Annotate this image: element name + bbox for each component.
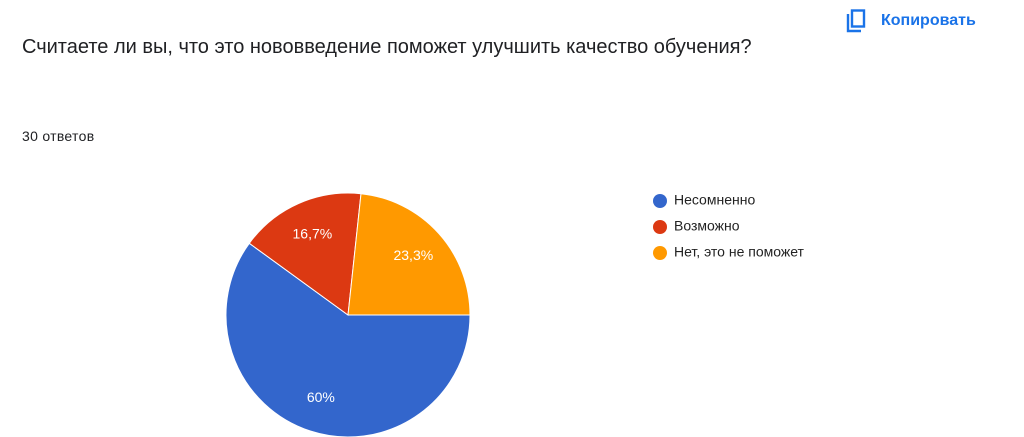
pie-slice [347,193,471,316]
slice-label: 16,7% [293,225,333,241]
legend-swatch [653,220,667,234]
legend-swatch [653,194,667,208]
pie-slice [248,192,362,316]
question-title: Считаете ли вы, что это нововведение пом… [22,36,752,58]
copy-label[interactable]: Копировать [881,12,976,29]
response-count: 30 ответов [22,128,95,144]
copy-icon [846,9,866,33]
legend-label: Нет, это не поможет [674,244,805,260]
slice-label: 60% [307,389,335,405]
copy-button[interactable]: Копировать [845,8,976,34]
legend-swatch [653,246,667,260]
pie-slice [225,242,471,437]
legend-label: Возможно [674,218,740,234]
legend-label: Несомненно [674,192,755,208]
slice-label: 23,3% [393,247,433,263]
